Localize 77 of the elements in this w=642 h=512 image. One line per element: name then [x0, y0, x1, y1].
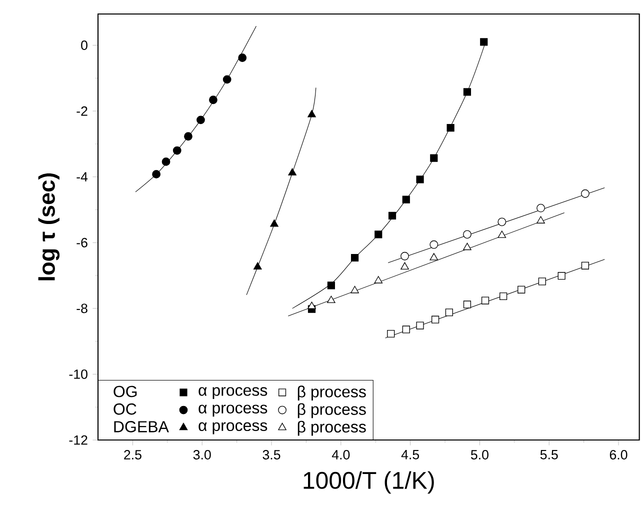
y-tick-label: -6: [76, 238, 88, 248]
point: [463, 230, 472, 239]
y-tick-label: -2: [76, 106, 88, 116]
point: [538, 278, 546, 286]
point: [152, 170, 161, 178]
point: [518, 286, 526, 294]
point: [500, 292, 508, 300]
point: [270, 219, 278, 227]
point: [416, 322, 424, 330]
y-tick-label: -10: [69, 369, 88, 379]
point: [402, 196, 410, 204]
point: [400, 262, 409, 270]
point: [350, 286, 359, 294]
legend-label: α process: [198, 422, 268, 434]
point: [288, 168, 296, 176]
point: [222, 75, 232, 84]
point: [430, 253, 438, 260]
annotation: OG: [114, 386, 137, 398]
y-axis-title: log τ (sec): [38, 173, 60, 280]
point: [327, 282, 335, 290]
point: [480, 38, 488, 46]
point: [327, 296, 336, 304]
point: [416, 176, 424, 184]
point: [388, 212, 396, 220]
y-tick-label: -12: [69, 435, 88, 445]
y-tick-label: 0: [81, 40, 88, 50]
point: [238, 54, 247, 62]
point: [196, 116, 205, 124]
point: [402, 326, 410, 334]
point: [431, 316, 440, 324]
point: [430, 154, 438, 162]
annotation: DGEBA: [114, 421, 169, 432]
x-tick-label: 2.5: [124, 450, 142, 460]
legend-label: β process: [298, 403, 366, 418]
point: [445, 308, 453, 316]
point: [498, 230, 506, 238]
x-tick-label: 5.5: [540, 450, 558, 460]
point: [308, 302, 316, 309]
point: [498, 218, 506, 226]
point: [446, 124, 454, 132]
legend-label: α process: [198, 404, 268, 417]
x-tick-label: 4.5: [401, 450, 420, 460]
point: [580, 189, 590, 198]
legend-label: α process: [198, 387, 268, 400]
legend-label: β process: [298, 386, 366, 401]
point: [400, 252, 409, 260]
x-axis-title: 1000/T (1/K): [304, 471, 434, 494]
point: [374, 230, 382, 238]
point: [430, 240, 438, 249]
y-tick-label: -8: [76, 304, 88, 314]
x-tick-label: 3.5: [262, 450, 280, 460]
point: [463, 88, 472, 96]
point: [463, 300, 472, 308]
point: [162, 158, 170, 166]
line-series: [246, 87, 316, 296]
x-tick-label: 4.0: [332, 450, 350, 460]
point: [172, 146, 182, 155]
point: [253, 262, 262, 270]
point: [350, 254, 359, 262]
point: [558, 272, 566, 280]
point: [536, 216, 545, 224]
point: [209, 96, 218, 104]
x-tick-label: 3.0: [193, 450, 211, 460]
point: [481, 296, 490, 304]
point: [536, 204, 545, 212]
point: [581, 262, 589, 270]
y-tick-label: -4: [76, 172, 88, 182]
x-tick-label: 5.0: [470, 450, 488, 460]
point: [184, 132, 192, 141]
point: [308, 110, 316, 118]
point: [374, 276, 383, 284]
point: [387, 330, 395, 338]
x-tick-label: 6.0: [610, 450, 628, 460]
line-series: [135, 26, 257, 192]
legend-label: β process: [298, 420, 366, 436]
point: [463, 242, 472, 250]
annotation: OC: [114, 403, 136, 415]
